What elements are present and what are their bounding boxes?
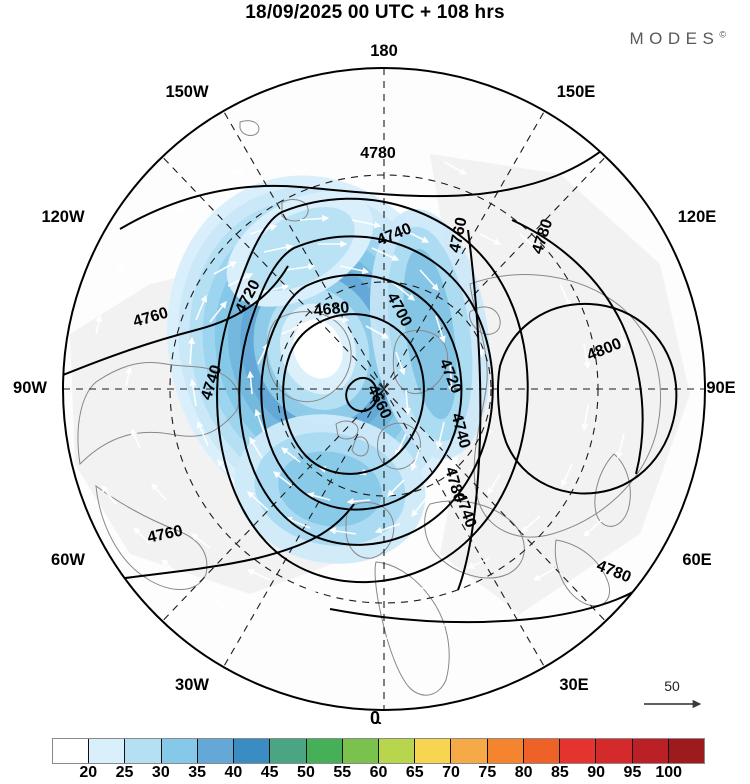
colorbar-cell	[125, 739, 162, 763]
colorbar-tick: 95	[623, 764, 642, 781]
colorbar-tick: 50	[297, 764, 315, 781]
lon-label-90W: 90W	[13, 379, 47, 397]
map-panel: 4780 4740 4760 4780 4720 4680 4700 4760 …	[0, 34, 750, 724]
colorbar-tick: 75	[478, 764, 497, 781]
lon-label-60E: 60E	[682, 551, 711, 569]
colorbar-tick: 45	[260, 764, 279, 781]
colorbar-tick: 70	[442, 764, 460, 781]
colorbar-tick: 55	[333, 764, 352, 781]
colorbar-cell	[487, 739, 524, 763]
map-boundary-circle	[62, 67, 706, 711]
colorbar-tick: 35	[188, 764, 207, 781]
brand-text: MODES	[629, 29, 720, 48]
colorbar-cell	[523, 739, 561, 763]
contour-label: 4680	[313, 299, 350, 320]
colorbar-tick: 90	[587, 764, 606, 781]
colorbar-cell	[161, 739, 198, 763]
colorbar-tick: 80	[514, 764, 533, 781]
lon-label-30E: 30E	[559, 676, 588, 694]
colorbar-tick-labels: 20 25 30 35 40 45 50 55 60 65 70 75 80 85 90 95 100	[0, 764, 750, 784]
lon-label-90E: 90E	[706, 379, 735, 397]
lon-label-120E: 120E	[678, 208, 717, 226]
height-contours	[63, 143, 678, 624]
colorbar-zero-label: 0	[369, 708, 380, 728]
lon-label-30W: 30W	[175, 676, 209, 694]
colorbar	[52, 738, 705, 764]
colorbar-tick: 100	[655, 764, 683, 781]
colorbar-cell	[234, 739, 271, 763]
contour-label: 4780	[360, 145, 396, 162]
colorbar-cell	[668, 739, 704, 763]
vector-scale-label: 50	[664, 678, 680, 694]
colorbar-tick: 20	[79, 764, 98, 781]
longitude-labels: 180 150W 120W 90W 60W 30W 0 30E 60E 90E …	[13, 42, 736, 724]
colorbar-tick: 65	[405, 764, 424, 781]
brand-copyright-mark: ©	[719, 29, 726, 40]
colorbar-cell	[197, 739, 235, 763]
colorbar-tick: 40	[224, 764, 243, 781]
colorbar-tick: 85	[550, 764, 569, 781]
colorbar-cell	[270, 739, 307, 763]
colorbar-cell	[560, 739, 597, 763]
lon-label-180: 180	[370, 42, 398, 60]
vector-scale-key: 50	[644, 678, 702, 709]
colorbar-cell	[378, 739, 416, 763]
colorbar-cell	[596, 739, 633, 763]
colorbar-cell	[89, 739, 126, 763]
colorbar-tick: 25	[115, 764, 134, 781]
brand-logo: MODES©	[630, 29, 726, 49]
page-title: 18/09/2025 00 UTC + 108 hrs	[245, 2, 505, 23]
lon-label-150W: 150W	[165, 83, 209, 101]
lon-label-0: 0	[373, 719, 382, 724]
colorbar-cell	[306, 739, 343, 763]
colorbar-cell	[451, 739, 488, 763]
colorbar-tick: 60	[369, 764, 388, 781]
lon-label-120W: 120W	[41, 208, 85, 226]
windspeed-shading	[167, 175, 491, 564]
lon-label-150E: 150E	[557, 83, 596, 101]
colorbar-tick: 30	[151, 764, 170, 781]
colorbar-cell	[53, 739, 90, 763]
colorbar-cell	[632, 739, 669, 763]
polar-map: 4780 4740 4760 4780 4720 4680 4700 4760 …	[13, 42, 736, 724]
colorbar-cell	[342, 739, 379, 763]
colorbar-cell	[415, 739, 452, 763]
lon-label-60W: 60W	[51, 551, 85, 569]
